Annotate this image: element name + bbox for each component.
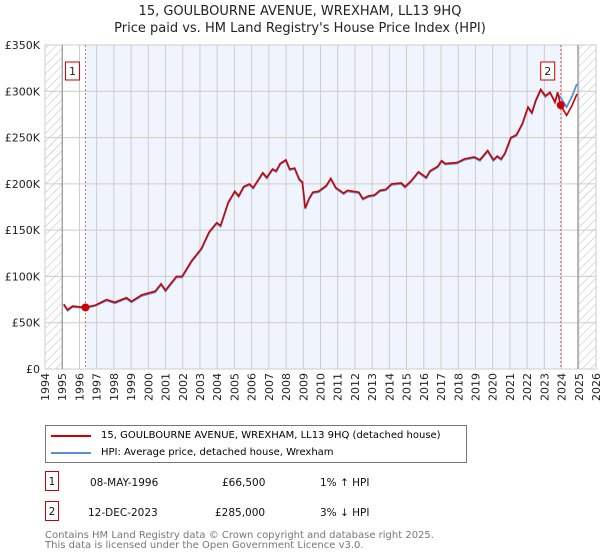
sale-label: 2 bbox=[544, 65, 551, 78]
footer: Contains HM Land Registry data © Crown c… bbox=[45, 531, 434, 551]
no-data-hatch bbox=[45, 45, 63, 369]
chart-subtitle: Price paid vs. HM Land Registry's House … bbox=[114, 21, 486, 36]
transaction-badge: 1 bbox=[45, 471, 59, 491]
sale-point bbox=[556, 101, 565, 110]
x-tick-label: 2019 bbox=[469, 373, 482, 401]
x-tick-label: 2012 bbox=[349, 373, 362, 401]
x-tick-label: 2005 bbox=[228, 373, 241, 401]
x-tick-label: 2007 bbox=[263, 373, 276, 401]
blue-line-swatch bbox=[51, 451, 91, 454]
ownership-period-shade bbox=[85, 45, 561, 369]
x-tick-label: 2008 bbox=[280, 373, 293, 401]
y-tick-label: £200K bbox=[5, 178, 41, 191]
transaction-date: 08-MAY-1996 bbox=[90, 477, 159, 489]
legend-label-hpi: HPI: Average price, detached house, Wrex… bbox=[101, 447, 334, 458]
transaction-hpi: 1% ↑ HPI bbox=[320, 477, 370, 489]
legend-label-property: 15, GOULBOURNE AVENUE, WREXHAM, LL13 9HQ… bbox=[101, 430, 441, 441]
x-tick-label: 2021 bbox=[504, 373, 517, 401]
chart-title: 15, GOULBOURNE AVENUE, WREXHAM, LL13 9HQ bbox=[138, 4, 462, 19]
x-tick-label: 1999 bbox=[125, 373, 138, 401]
transaction-price: £66,500 bbox=[222, 477, 266, 489]
legend-item-hpi: HPI: Average price, detached house, Wrex… bbox=[51, 447, 334, 458]
x-tick-label: 2004 bbox=[211, 373, 224, 401]
sale-label-box bbox=[540, 61, 556, 81]
transaction-badge: 2 bbox=[45, 501, 59, 521]
transaction-price: £285,000 bbox=[215, 507, 266, 519]
x-tick-label: 2000 bbox=[142, 373, 155, 401]
x-tick-label: 2013 bbox=[366, 373, 379, 401]
price-chart: 1994 1995 1996 1997 1998 1999 2000 2001 2002 2003… bbox=[5, 39, 600, 401]
x-tick-label: 2020 bbox=[487, 373, 500, 401]
sale-point bbox=[81, 303, 90, 312]
legend: 15, GOULBOURNE AVENUE, WREXHAM, LL13 9HQ… bbox=[45, 425, 467, 463]
sale-label-box bbox=[64, 61, 80, 81]
footer-line-1: Contains HM Land Registry data © Crown c… bbox=[45, 530, 434, 541]
x-tick-label: 1994 bbox=[39, 373, 52, 401]
x-tick-label: 2003 bbox=[194, 373, 207, 401]
x-tick-label: 2014 bbox=[383, 373, 396, 401]
transaction-hpi: 3% ↓ HPI bbox=[320, 507, 370, 519]
x-tick-label: 2011 bbox=[332, 373, 345, 401]
x-tick-label: 2016 bbox=[418, 373, 431, 401]
x-tick-label: 2002 bbox=[177, 373, 190, 401]
x-tick-label: 2026 bbox=[590, 373, 600, 401]
no-data-hatch bbox=[577, 45, 596, 369]
x-tick-label: 1997 bbox=[91, 373, 104, 401]
x-tick-label: 2024 bbox=[556, 373, 569, 401]
x-tick-label: 2015 bbox=[401, 373, 414, 401]
y-tick-label: £100K bbox=[5, 270, 41, 283]
red-line-swatch bbox=[51, 434, 91, 437]
x-tick-label: 1995 bbox=[56, 373, 69, 401]
x-tick-label: 1998 bbox=[108, 373, 121, 401]
y-tick-label: £300K bbox=[5, 85, 41, 98]
y-tick-label: £250K bbox=[5, 132, 41, 145]
sale-label: 1 bbox=[69, 65, 76, 78]
y-tick-label: £50K bbox=[12, 317, 41, 330]
property-price-line bbox=[63, 87, 578, 311]
x-tick-label: 2017 bbox=[435, 373, 448, 401]
x-tick-label: 2018 bbox=[452, 373, 465, 401]
x-tick-label: 2006 bbox=[246, 373, 259, 401]
x-tick-label: 2022 bbox=[521, 373, 534, 401]
y-tick-label: £150K bbox=[5, 224, 41, 237]
y-tick-label: £350K bbox=[5, 39, 41, 52]
transaction-date: 12-DEC-2023 bbox=[88, 507, 158, 519]
x-tick-label: 1996 bbox=[73, 373, 86, 401]
y-tick-label: £0 bbox=[26, 363, 40, 376]
legend-item-property: 15, GOULBOURNE AVENUE, WREXHAM, LL13 9HQ… bbox=[51, 430, 441, 441]
x-tick-label: 2001 bbox=[160, 373, 173, 401]
footer-line-2: This data is licensed under the Open Gov… bbox=[45, 540, 364, 551]
x-tick-label: 2009 bbox=[297, 373, 310, 401]
x-tick-label: 2010 bbox=[315, 373, 328, 401]
x-tick-label: 2025 bbox=[573, 373, 586, 401]
x-tick-label: 2023 bbox=[538, 373, 551, 401]
